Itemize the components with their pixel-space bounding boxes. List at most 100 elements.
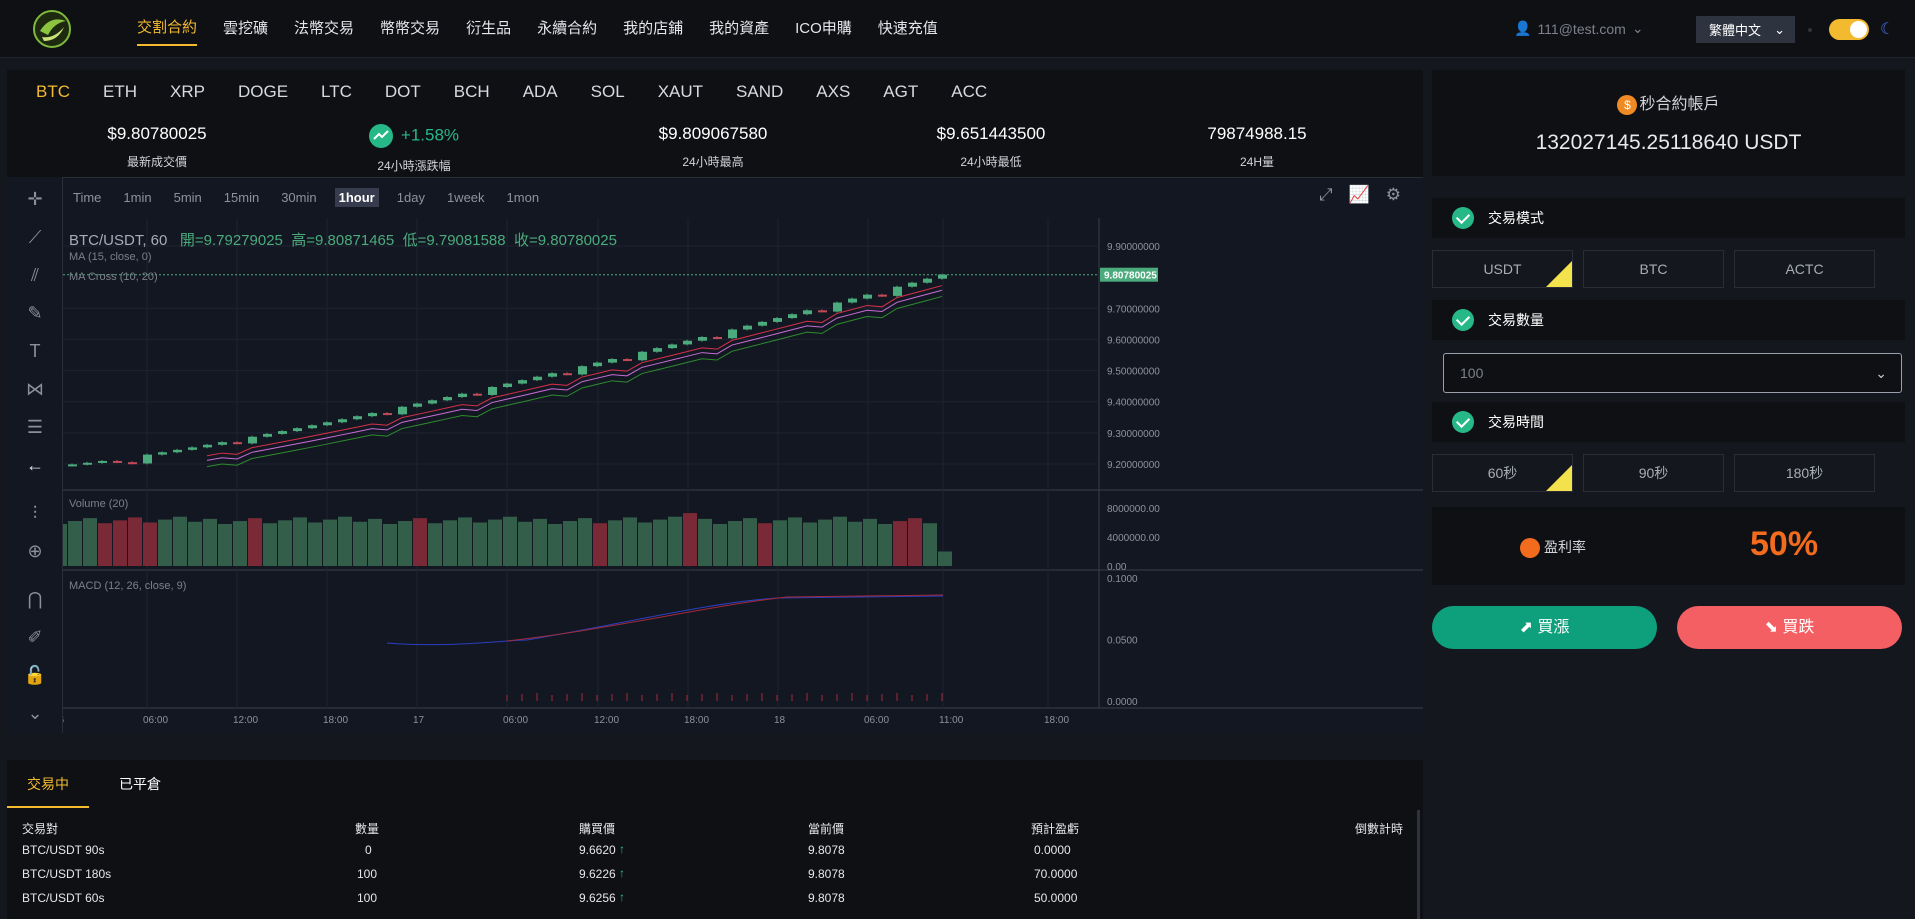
tab-trading[interactable]: 交易中 [7, 760, 89, 808]
candle [818, 310, 827, 313]
price-tick-label: 9.60000000 [1107, 335, 1160, 346]
nav-item[interactable]: 我的店鋪 [623, 20, 684, 37]
nav-item[interactable]: 雲挖礦 [223, 20, 269, 37]
brush-icon[interactable]: ✎ [27, 303, 43, 323]
chevron-down-icon[interactable]: ⌄ [27, 703, 43, 723]
volume-bar [668, 516, 682, 566]
candle [293, 428, 302, 432]
candle [128, 462, 137, 465]
nav-item[interactable]: 幣幣交易 [380, 20, 441, 37]
order-cell: 9.6226 [579, 867, 616, 881]
volume-bar [383, 523, 397, 566]
coin-tab[interactable]: XAUT [657, 82, 704, 101]
buy-up-button[interactable]: ⬈ 買漲 [1432, 606, 1657, 649]
quantity-select[interactable]: 100 ⌄ [1443, 353, 1902, 393]
candle [608, 359, 617, 363]
candle [443, 397, 452, 401]
coin-tab[interactable]: SOL [590, 82, 625, 101]
crosshair-icon[interactable]: ✛ [27, 189, 43, 209]
nav-item[interactable]: 法幣交易 [294, 20, 355, 37]
candle [638, 351, 647, 361]
coin-tab[interactable]: AGT [883, 82, 919, 101]
lock-draw-icon[interactable]: ✐ [27, 627, 43, 647]
coin-tab[interactable]: AXS [816, 82, 851, 101]
nav-item[interactable]: ICO申購 [795, 20, 852, 37]
nav-item[interactable]: 交割合約 [137, 0, 198, 46]
order-cell: 0.0000 [1034, 843, 1071, 857]
coin-tab[interactable]: XRP [170, 82, 205, 101]
coin-tab[interactable]: LTC [321, 82, 352, 101]
macd-line [386, 595, 944, 646]
coin-tab[interactable]: ETH [103, 82, 137, 101]
text-icon[interactable]: T [29, 341, 41, 361]
candle [218, 442, 227, 445]
stat-last-price: $9.80780025 最新成交價 [107, 124, 207, 169]
user-icon: 👤 [1514, 20, 1532, 36]
ruler-icon[interactable]: ⫶ [32, 503, 38, 523]
mode-option-btc[interactable]: BTC [1583, 250, 1724, 288]
coin-tab[interactable]: BCH [453, 82, 490, 101]
buy-down-button[interactable]: ⬊ 買跌 [1677, 606, 1902, 649]
time-option-90[interactable]: 90秒 [1583, 454, 1724, 492]
measure-icon[interactable]: ☰ [26, 417, 44, 437]
time-tick-label: 18:00 [1044, 715, 1069, 726]
back-arrow-icon[interactable]: ← [26, 455, 44, 475]
nav-item[interactable]: 快速充值 [877, 20, 938, 37]
timeframe-option[interactable]: 5min [173, 189, 202, 205]
coin-tab[interactable]: BTC [36, 82, 70, 101]
language-select[interactable]: 繁體中文 ⌄ [1696, 16, 1795, 43]
diamond-icon [1520, 538, 1540, 559]
user-menu[interactable]: 👤 111@test.com ⌄ [1514, 20, 1644, 37]
lock-icon[interactable]: 🔓 [23, 665, 47, 685]
logo-icon[interactable] [30, 9, 74, 49]
qty-header: 交易數量 [1432, 300, 1905, 340]
nav-item[interactable]: 永續合約 [537, 20, 598, 37]
timeframe-option[interactable]: 15min [223, 189, 260, 205]
pattern-icon[interactable]: ⋈ [26, 379, 44, 399]
candle [878, 294, 887, 297]
zoom-icon[interactable]: ⊕ [27, 541, 43, 561]
low-value: 低=9.79081588 [402, 232, 506, 249]
coin-tab[interactable]: DOT [384, 82, 421, 101]
mode-option-usdt[interactable]: USDT [1432, 250, 1573, 288]
volume-tick-label: 4000000.00 [1107, 533, 1160, 544]
chart-container[interactable]: 9.90000000 9.70000000 9.60000000 9.50000000… [7, 177, 1423, 733]
trendline-icon[interactable]: ⟋ [28, 227, 42, 247]
theme-toggle[interactable] [1829, 19, 1869, 40]
gear-icon[interactable]: ⚙ [1385, 185, 1402, 204]
timeframe-option[interactable]: 1week [446, 189, 485, 205]
candle [368, 413, 377, 417]
sun-icon [1808, 28, 1812, 32]
fib-icon[interactable]: ⫽ [30, 265, 40, 285]
time-tick-label: 06:00 [503, 715, 528, 726]
time-option-60[interactable]: 60秒 [1432, 454, 1573, 492]
timeframe-option[interactable]: 1mon [506, 189, 540, 205]
time-option-180[interactable]: 180秒 [1734, 454, 1875, 492]
candle [578, 366, 587, 375]
volume-bar [458, 517, 472, 566]
timeframe-option[interactable]: 1hour [334, 187, 379, 207]
coin-tab[interactable]: ADA [522, 82, 558, 101]
time-tick-label: 12:00 [233, 715, 258, 726]
price-chart[interactable]: 9.90000000 9.70000000 9.60000000 9.50000000… [7, 178, 1423, 734]
indicators-icon[interactable]: 📈 [1348, 185, 1370, 204]
nav-item[interactable]: 衍生品 [466, 20, 512, 37]
coin-tab[interactable]: ACC [951, 82, 988, 101]
timeframe-option[interactable]: 1min [123, 189, 152, 205]
coin-tab[interactable]: DOGE [237, 82, 289, 101]
col-countdown: 倒數計時 [1355, 822, 1404, 836]
mode-option-actc[interactable]: ACTC [1734, 250, 1875, 288]
quantity-value: 100 [1460, 365, 1484, 381]
nav-item[interactable]: 我的資產 [709, 20, 770, 37]
volume-bar [878, 523, 892, 566]
coin-tab[interactable]: SAND [736, 82, 784, 101]
price-tick-label: 9.50000000 [1107, 367, 1160, 378]
order-cell: 50.0000 [1034, 891, 1078, 905]
timeframe-option[interactable]: Time [73, 189, 102, 205]
tab-closed[interactable]: 已平倉 [119, 776, 161, 792]
timeframe-option[interactable]: 1day [396, 189, 425, 205]
scrollbar[interactable] [1417, 810, 1420, 919]
fullscreen-icon[interactable]: ⤢ [1319, 185, 1333, 204]
magnet-icon[interactable]: ⋂ [27, 589, 43, 609]
timeframe-option[interactable]: 30min [281, 189, 317, 205]
